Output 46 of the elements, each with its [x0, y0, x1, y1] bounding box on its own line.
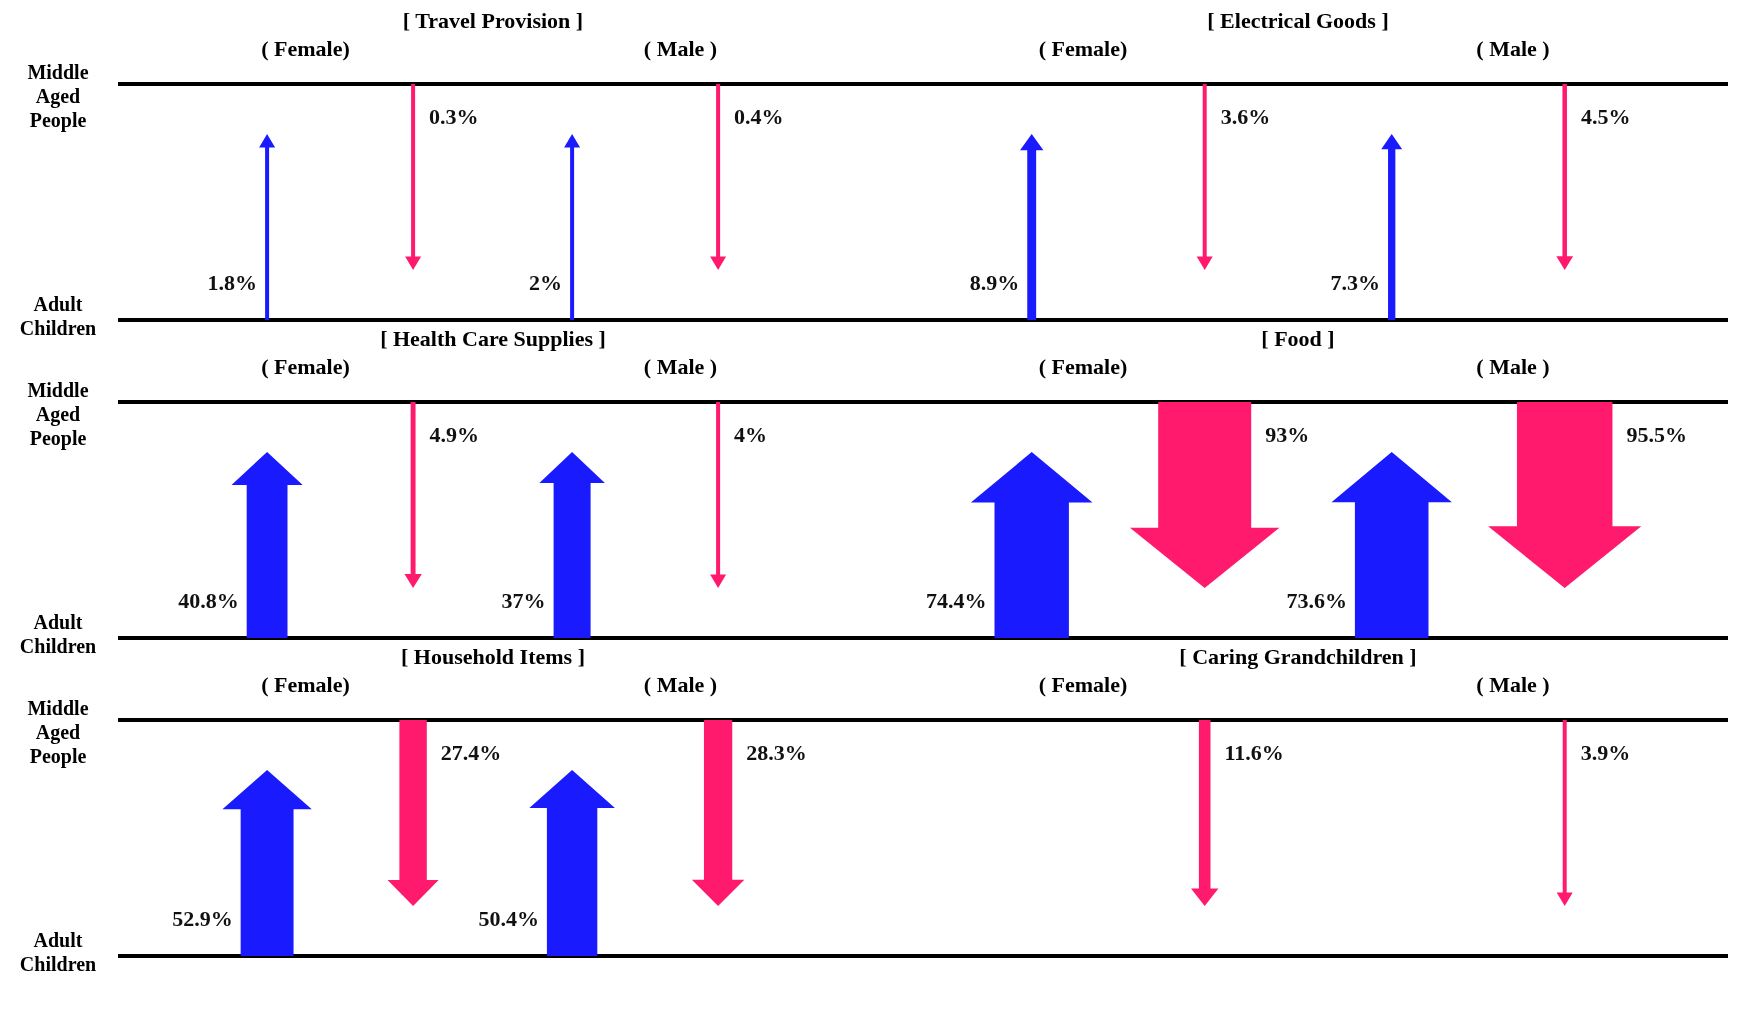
category-label: ( Female) [1037, 36, 1129, 63]
category-label: ( Female) [260, 672, 351, 699]
category-label: ( Female) [260, 354, 351, 381]
data-label: 40.8% [178, 588, 239, 613]
category-label: ( Male ) [1475, 354, 1551, 381]
data-label: 1.8% [207, 270, 258, 295]
category-label: Adult Children [19, 929, 97, 975]
category-label: ( Male ) [642, 672, 719, 699]
text: [ Electrical Goods ] [1206, 8, 1390, 35]
category-label: ( Male ) [1475, 672, 1551, 699]
category-label: Middle Aged People [27, 379, 89, 449]
category-label: ( Female) [260, 36, 351, 63]
data-label: 73.6% [1286, 588, 1347, 613]
text: [ Caring Grandchildren ] [1178, 644, 1418, 671]
data-label: 28.3% [746, 740, 807, 765]
text: [ Travel Provision ] [401, 8, 585, 35]
data-label: 3.9% [1580, 740, 1631, 765]
category-label: ( Male ) [642, 354, 719, 381]
category-label: ( Male ) [642, 36, 719, 63]
data-label: 37% [501, 588, 546, 613]
data-label: 0.3% [429, 104, 479, 129]
text: [ Household Items ] [400, 644, 586, 671]
data-label: 3.6% [1220, 104, 1271, 129]
category-label: ( Female) [1037, 354, 1129, 381]
data-label: 95.5% [1626, 422, 1687, 447]
category-label: Middle Aged People [27, 697, 89, 767]
category-label: Adult Children [19, 293, 97, 339]
data-label: 74.4% [926, 588, 987, 613]
data-label: 93% [1265, 422, 1310, 447]
data-label: 8.9% [969, 270, 1020, 295]
category-label: Middle Aged People [27, 61, 89, 131]
data-label: 7.3% [1330, 270, 1381, 295]
data-label: 4.5% [1580, 104, 1631, 129]
data-label: 52.9% [172, 906, 233, 931]
data-label: 50.4% [478, 906, 539, 931]
data-label: 4.9% [429, 422, 480, 447]
data-label: 27.4% [440, 740, 502, 765]
category-label: ( Female) [1037, 672, 1129, 699]
category-label: Adult Children [19, 611, 97, 657]
text: [ Health Care Supplies ] [379, 326, 607, 353]
data-label: 0.4% [734, 104, 784, 129]
data-label: 4% [734, 422, 768, 447]
data-label: 11.6% [1224, 740, 1284, 765]
text: [ Food ] [1260, 326, 1336, 353]
category-label: ( Male ) [1475, 36, 1551, 63]
data-label: 2% [529, 270, 563, 295]
